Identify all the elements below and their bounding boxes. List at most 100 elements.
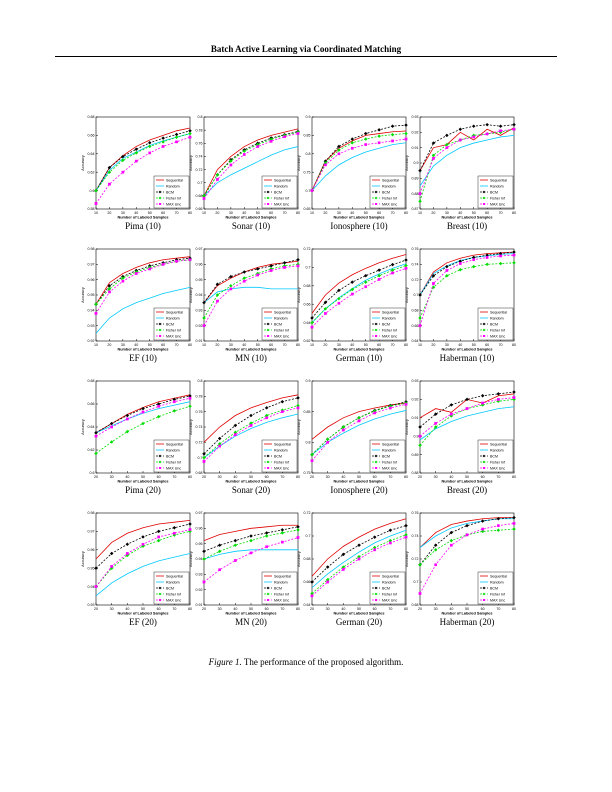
series-line-sequential bbox=[419, 127, 515, 171]
data-point-max-unc bbox=[265, 416, 269, 420]
legend-label-random: Random bbox=[490, 580, 504, 584]
data-point-fisher-inf bbox=[458, 267, 463, 272]
y-tick-label: 0.97 bbox=[196, 511, 203, 515]
y-tick-label: 0.93 bbox=[88, 603, 95, 607]
data-point-max-unc bbox=[350, 292, 354, 296]
x-tick-label: 60 bbox=[161, 343, 165, 347]
y-tick-label: 0.78 bbox=[196, 395, 203, 399]
legend-label-max-unc: MAX Unc bbox=[166, 598, 181, 602]
plot-frame bbox=[311, 248, 407, 342]
x-tick-label: 60 bbox=[161, 211, 165, 215]
y-tick-label: 0.85 bbox=[304, 410, 311, 414]
legend-marker-bcm bbox=[374, 586, 378, 590]
data-point-bcm bbox=[229, 274, 233, 279]
subplot-title: Pima (20) bbox=[125, 485, 161, 495]
chart-ionosphere-20: 20 30 40 50 60 70 80 0.75 0.8 0.85 0.9 Number of La… bbox=[297, 379, 408, 495]
y-tick-label: 0.93 bbox=[412, 115, 419, 119]
legend-marker-fisher-inf bbox=[374, 460, 378, 464]
data-point-max-unc bbox=[364, 143, 368, 146]
legend-label-random: Random bbox=[166, 316, 180, 320]
series-line-bcm bbox=[419, 124, 515, 171]
y-tick-label: 0.91 bbox=[196, 603, 203, 607]
data-point-max-unc bbox=[283, 266, 286, 269]
y-tick-label: 0.62 bbox=[88, 170, 95, 174]
data-point-fisher-inf bbox=[264, 534, 269, 538]
data-point-max-unc bbox=[296, 264, 300, 268]
x-axis-label: Number of Labeled Samples bbox=[333, 216, 384, 220]
legend-label-bcm: BCM bbox=[490, 454, 498, 458]
y-tick-label: 0.88 bbox=[412, 471, 419, 475]
subplot-title: Ionosphere (10) bbox=[330, 221, 387, 231]
legend-label-max-unc: MAX Unc bbox=[382, 202, 397, 206]
series-line-random bbox=[419, 135, 515, 187]
data-point-fisher-inf bbox=[512, 527, 516, 531]
y-tick-label: 0.64 bbox=[88, 425, 95, 429]
y-tick-label: 0.87 bbox=[412, 207, 419, 211]
data-point-max-unc bbox=[216, 299, 219, 303]
data-point-max-unc bbox=[202, 324, 206, 328]
data-point-max-unc bbox=[233, 559, 237, 562]
data-point-bcm bbox=[296, 396, 300, 400]
y-tick-label: 0.76 bbox=[196, 410, 203, 414]
legend-marker-bcm bbox=[266, 322, 270, 326]
series-line-random bbox=[95, 401, 191, 434]
x-axis-label: Number of Labeled Samples bbox=[225, 216, 276, 220]
data-point-bcm bbox=[512, 122, 516, 127]
x-tick-label: 50 bbox=[148, 343, 152, 347]
data-point-max-unc bbox=[280, 540, 284, 544]
x-axis-label: Number of Labeled Samples bbox=[225, 612, 276, 616]
data-point-max-unc bbox=[141, 410, 145, 414]
data-point-max-unc bbox=[373, 411, 377, 415]
data-point-max-unc bbox=[350, 146, 354, 150]
legend-marker-max-unc bbox=[159, 203, 161, 205]
data-point-bcm bbox=[372, 535, 377, 539]
subplot-title: Breast (10) bbox=[447, 221, 487, 231]
data-point-max-unc bbox=[249, 551, 253, 555]
data-point-fisher-inf bbox=[172, 409, 177, 413]
data-point-max-unc bbox=[310, 594, 314, 598]
x-axis-label: Number of Labeled Samples bbox=[333, 612, 384, 616]
x-tick-label: 60 bbox=[377, 343, 381, 347]
x-tick-label: 10 bbox=[418, 343, 422, 347]
legend-label-bcm: BCM bbox=[490, 586, 498, 590]
y-tick-label: 0.91 bbox=[412, 146, 419, 150]
legend-marker-fisher-inf bbox=[482, 328, 486, 332]
x-tick-label: 60 bbox=[373, 607, 377, 611]
y-axis-label: Accuracy bbox=[297, 287, 301, 303]
x-axis-label: Number of Labeled Samples bbox=[441, 216, 492, 220]
x-tick-label: 40 bbox=[242, 211, 246, 215]
subplot-title: EF (10) bbox=[129, 353, 157, 363]
data-point-max-unc bbox=[418, 592, 422, 595]
data-point-max-unc bbox=[449, 543, 453, 547]
legend-label-bcm: BCM bbox=[382, 322, 390, 326]
data-point-bcm bbox=[264, 406, 269, 410]
data-point-bcm bbox=[418, 425, 422, 429]
y-tick-label: 0.93 bbox=[412, 379, 419, 383]
x-tick-label: 80 bbox=[188, 607, 192, 611]
data-point-max-unc bbox=[242, 153, 246, 156]
x-tick-label: 20 bbox=[323, 343, 327, 347]
legend-label-sequential: Sequential bbox=[274, 442, 291, 446]
x-tick-label: 50 bbox=[249, 475, 253, 479]
x-tick-label: 60 bbox=[269, 343, 273, 347]
y-tick-label: 0.94 bbox=[196, 557, 203, 561]
x-tick-label: 50 bbox=[141, 475, 145, 479]
data-point-bcm bbox=[341, 552, 346, 557]
legend-marker-max-unc bbox=[375, 599, 377, 601]
data-point-bcm bbox=[215, 282, 220, 287]
data-point-bcm bbox=[107, 165, 112, 170]
y-tick-label: 0.66 bbox=[196, 207, 203, 211]
data-point-max-unc bbox=[125, 552, 129, 555]
legend-marker-bcm bbox=[266, 190, 270, 194]
legend-label-sequential: Sequential bbox=[490, 310, 507, 314]
series-line-max-unc bbox=[419, 128, 515, 194]
y-tick-label: 0.64 bbox=[304, 603, 311, 607]
y-tick-label: 0.64 bbox=[304, 321, 311, 325]
legend-marker-bcm bbox=[482, 454, 486, 458]
data-point-bcm bbox=[404, 258, 408, 262]
x-tick-label: 30 bbox=[121, 343, 125, 347]
data-point-bcm bbox=[363, 273, 368, 278]
data-point-bcm bbox=[242, 270, 247, 274]
legend-label-fisher-inf: Fisher Inf bbox=[382, 196, 397, 200]
x-tick-label: 80 bbox=[296, 211, 300, 215]
